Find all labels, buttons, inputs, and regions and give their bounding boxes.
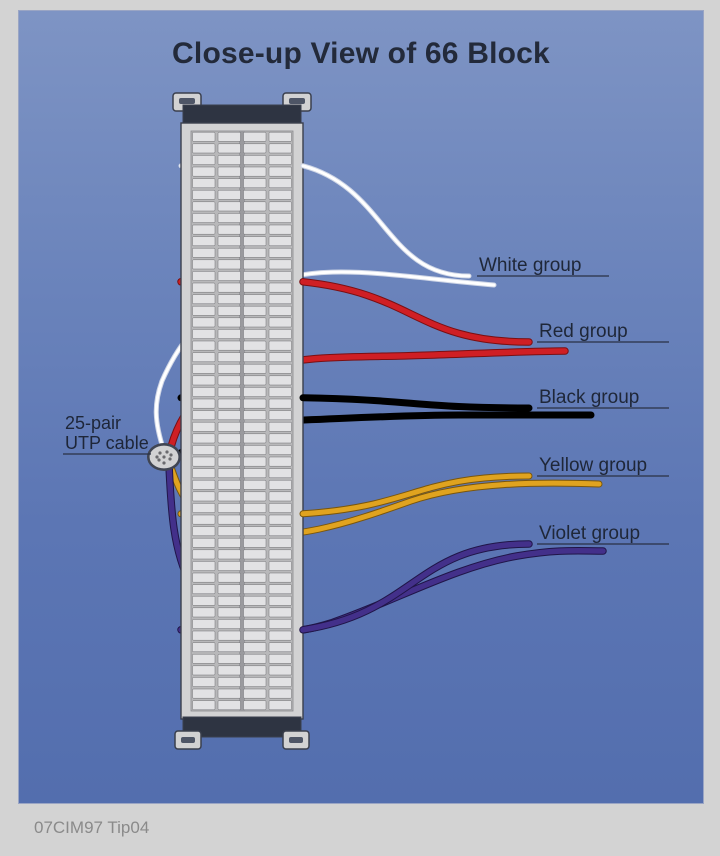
cable-cross-section [147, 443, 181, 471]
label-red: Red group [539, 321, 628, 342]
cable-label-line2: UTP cable [65, 433, 149, 453]
punchdown-block [173, 93, 311, 749]
label-black: Black group [539, 387, 639, 408]
cable-label: 25-pairUTP cable [63, 413, 156, 454]
wire-red [303, 282, 529, 342]
label-white: White group [479, 255, 581, 276]
page-frame: Close-up View of 66 Block White groupRed… [0, 0, 720, 856]
wire-white [303, 166, 469, 276]
figure-caption: 07CIM97 Tip04 [34, 818, 149, 838]
label-yellow: Yellow group [539, 455, 647, 476]
diagram-panel: Close-up View of 66 Block White groupRed… [18, 10, 704, 804]
diagram-svg: White group Red group Black group Yellow gr… [19, 11, 703, 803]
wire-labels: White group Red group Black group Yellow gr… [477, 255, 669, 544]
cable-label-line1: 25-pair [65, 413, 121, 433]
label-violet: Violet group [539, 523, 640, 544]
